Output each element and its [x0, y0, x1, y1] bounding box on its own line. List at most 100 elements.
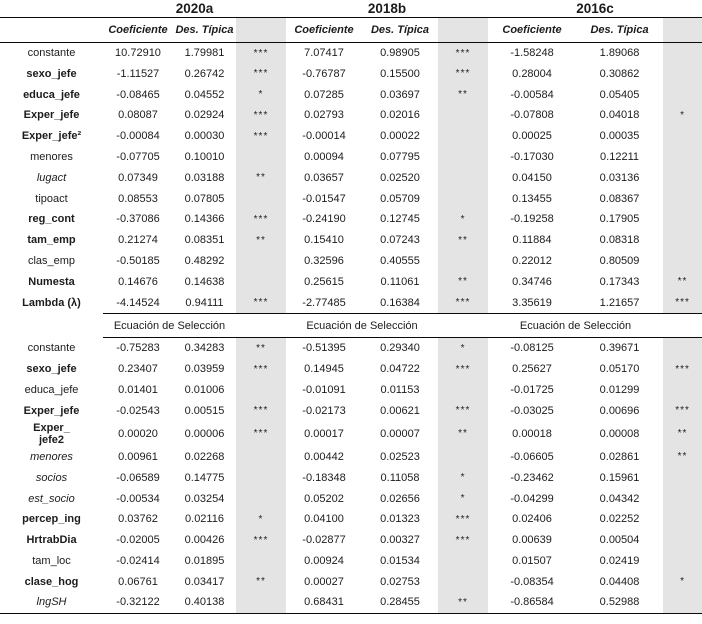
- row-label: educa_jefe: [24, 384, 79, 397]
- stddev-value: 0.00007: [380, 427, 420, 440]
- significance-stars: ***: [236, 42, 286, 64]
- coef-value: 0.00094: [304, 151, 344, 164]
- coef-value: 0.08553: [118, 192, 158, 205]
- coef-value: -0.75283: [116, 342, 160, 355]
- stddev-value: 0.02861: [599, 450, 640, 463]
- year-header-row: 2020a 2018b 2016c: [0, 0, 702, 18]
- significance-stars: [663, 379, 702, 401]
- significance-stars: [438, 146, 489, 168]
- significance-stars: **: [663, 271, 702, 293]
- significance-stars: **: [438, 84, 489, 106]
- table-row: Exper_jefe 0.08087 0.02924 *** 0.02793 0…: [0, 105, 702, 127]
- significance-stars: [236, 446, 286, 468]
- corner-cell: [0, 0, 103, 18]
- year-header-2016: 2016c: [488, 0, 702, 18]
- coef-value: 0.15410: [304, 234, 344, 247]
- significance-stars: ***: [236, 105, 286, 127]
- stddev-value: 1.89068: [599, 47, 640, 60]
- stddev-value: 0.98905: [380, 47, 420, 60]
- significance-stars: [663, 230, 702, 251]
- significance-stars: [663, 337, 702, 360]
- coef-value: -0.37086: [116, 213, 160, 226]
- coef-value: -0.00534: [116, 492, 160, 505]
- significance-stars: [438, 550, 489, 572]
- coef-value: -0.08465: [116, 88, 160, 101]
- stddev-value: 0.29340: [380, 342, 420, 355]
- row-label: clas_emp: [27, 255, 76, 268]
- significance-stars: [663, 530, 702, 551]
- coef-value: -0.08354: [510, 575, 554, 588]
- significance-stars: **: [438, 271, 489, 293]
- significance-stars: [438, 167, 489, 189]
- stddev-value: 0.01323: [380, 513, 420, 526]
- coef-value: 0.21274: [118, 234, 158, 247]
- coef-value: 0.02793: [304, 109, 344, 122]
- table-row: menores 0.00961 0.02268 0.00442 0.02523 …: [0, 446, 702, 468]
- stddev-value: 0.11061: [380, 275, 420, 288]
- table-row: Numesta 0.14676 0.14638 0.25615 0.11061 …: [0, 271, 702, 293]
- significance-stars: [236, 188, 286, 210]
- stddev-value: 0.04722: [380, 363, 420, 376]
- significance-stars: ***: [236, 359, 286, 380]
- coef-value: -4.14524: [116, 296, 160, 309]
- stddev-value: 0.00030: [184, 130, 225, 143]
- significance-stars: [663, 63, 702, 85]
- significance-stars: [236, 467, 286, 489]
- coef-value: -0.23462: [510, 471, 554, 484]
- row-label: Lambda (λ): [22, 296, 81, 309]
- stddev-value: 0.10010: [184, 151, 225, 164]
- table-row: constante -0.75283 0.34283 ** -0.51395 0…: [0, 337, 702, 360]
- row-label: educa_jefe: [23, 88, 80, 101]
- significance-stars: ***: [236, 63, 286, 85]
- significance-stars: ***: [663, 359, 702, 380]
- section-title: Ecuación de Selección: [488, 313, 664, 339]
- stddev-value: 0.02419: [599, 554, 640, 567]
- row-label: lugact: [36, 171, 67, 184]
- significance-stars: *: [236, 509, 286, 531]
- coef-value: -0.17030: [510, 151, 554, 164]
- coef-value: 7.07417: [304, 47, 344, 60]
- row-label: Numesta: [28, 275, 75, 288]
- coef-value: 0.14945: [304, 363, 344, 376]
- coef-value: 0.08087: [118, 109, 158, 122]
- table-row: tipoact 0.08553 0.07805 -0.01547 0.05709…: [0, 188, 702, 210]
- significance-stars: [236, 271, 286, 293]
- coef-value: -0.06605: [510, 450, 554, 463]
- coef-value: -0.32122: [103, 592, 173, 615]
- stddev-value: 0.26742: [184, 67, 225, 80]
- significance-stars: **: [438, 421, 489, 447]
- coef-value: 0.00018: [512, 427, 552, 440]
- stddev-value: 1.79981: [184, 47, 225, 60]
- coef-value: 0.25615: [304, 275, 344, 288]
- significance-stars: ***: [236, 421, 286, 447]
- corner-cell: [0, 314, 103, 338]
- row-label: HrtrabDia: [26, 534, 77, 547]
- section-title: Ecuación de Selección: [103, 313, 236, 339]
- significance-stars: **: [438, 592, 489, 615]
- significance-stars: [663, 84, 702, 106]
- significance-stars: [438, 379, 489, 401]
- stddev-value: 0.39671: [599, 342, 640, 355]
- coef-value: -0.50185: [116, 255, 160, 268]
- significance-stars: [663, 592, 702, 615]
- stddev-value: 0.07805: [184, 192, 225, 205]
- coef-value: 0.02406: [512, 513, 552, 526]
- coef-header: Coeficiente: [488, 17, 577, 43]
- stddev-value: 0.14366: [184, 213, 225, 226]
- coef-value: 3.35619: [512, 296, 552, 309]
- coef-value: -0.18348: [302, 471, 346, 484]
- table-row: clase_hog 0.06761 0.03417 ** 0.00027 0.0…: [0, 571, 702, 593]
- stddev-value: 0.00621: [380, 404, 420, 417]
- column-header-row: Coeficiente Des. Típica Coeficiente Des.…: [0, 17, 702, 43]
- table-row: tam_emp 0.21274 0.08351 ** 0.15410 0.072…: [0, 230, 702, 251]
- stddev-value: 0.05405: [599, 88, 640, 101]
- significance-stars: ***: [236, 530, 286, 551]
- stddev-value: 0.03188: [184, 171, 225, 184]
- coef-value: 0.14676: [118, 275, 158, 288]
- row-label: tam_loc: [32, 554, 71, 567]
- corner-cell: [0, 17, 103, 43]
- stddev-value: 0.01153: [380, 384, 420, 397]
- coef-value: -0.04299: [510, 492, 554, 505]
